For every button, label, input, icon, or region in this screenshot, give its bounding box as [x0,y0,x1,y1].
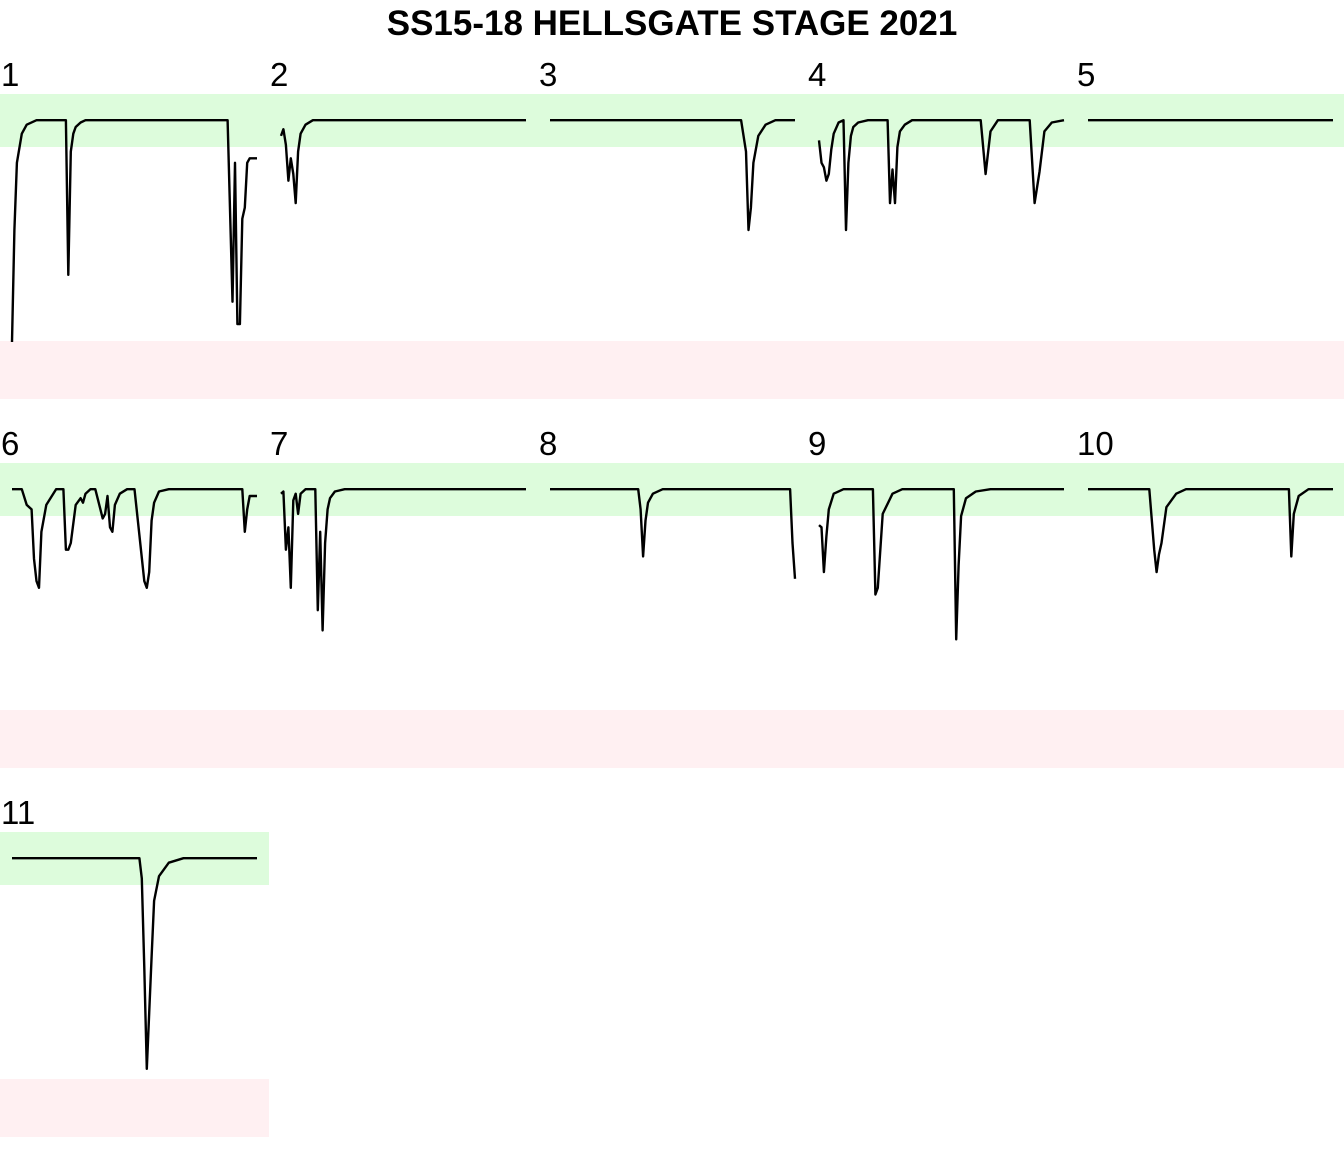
panel-11-low-band [0,1079,269,1137]
panel-6-low-band [0,710,269,768]
panel-9-low-band [807,710,1076,768]
panel-5-low-band [1076,341,1344,399]
panel-8-low-band [538,710,807,768]
panel-10-series-line [1088,488,1333,574]
panel-9-label: 9 [808,425,826,462]
chart-title: SS15-18 HELLSGATE STAGE 2021 [386,4,958,43]
panel-11-series-line [12,857,257,1071]
panel-2-label: 2 [270,56,288,93]
panel-8-series-line [550,488,797,579]
panel-8-label: 8 [539,425,557,462]
panel-6-series-line [12,488,257,589]
panel-2-series-line [279,118,526,205]
panel-6-label: 6 [1,425,19,462]
panel-7-label: 7 [270,425,288,462]
panel-4-label: 4 [808,56,826,93]
panel-3-low-band [538,341,807,399]
panel-1-label: 1 [1,56,19,93]
panel-4-low-band [807,341,1076,399]
panel-3-series-line [550,118,795,232]
panel-3-label: 3 [539,56,557,93]
panel-10-label: 10 [1077,425,1114,462]
panel-11-label: 11 [1,794,35,831]
panel-7-series-line [280,488,526,632]
panel-9-series-line [818,488,1064,641]
panel-10-low-band [1076,710,1344,768]
panel-1-series-line [10,118,257,343]
panel-2-low-band [269,341,538,399]
panel-4-series-line [817,118,1065,232]
panel-1-low-band [0,341,269,399]
panel-5-label: 5 [1077,56,1095,93]
panel-7-low-band [269,710,538,768]
